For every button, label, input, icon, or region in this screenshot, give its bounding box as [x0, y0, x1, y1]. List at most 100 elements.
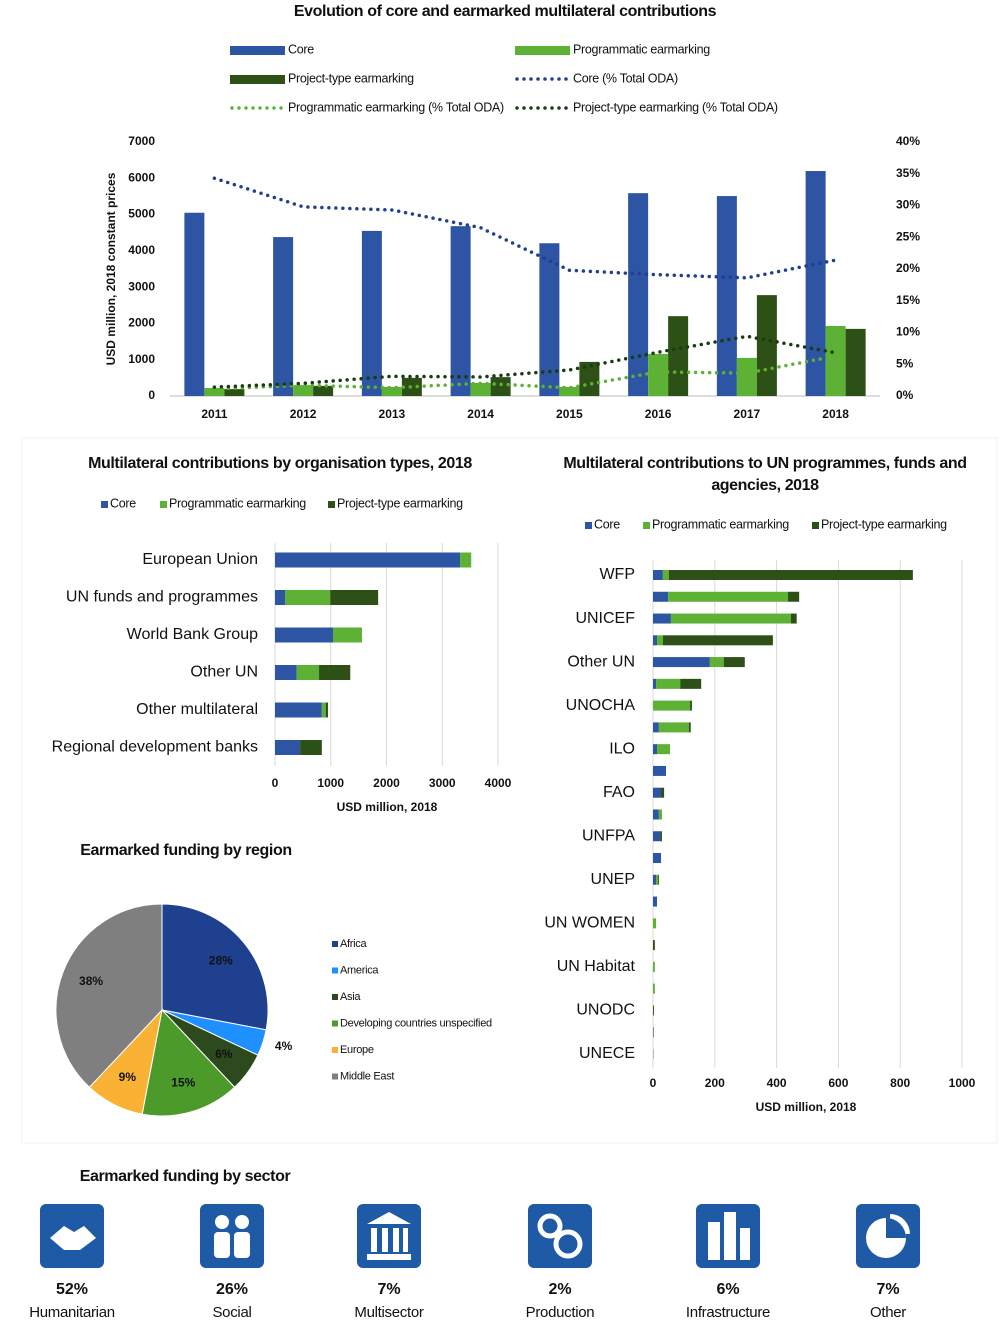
- stat-label: Other: [870, 1304, 906, 1321]
- sector-icons: [40, 1204, 920, 1268]
- x-tick-label: 600: [828, 1076, 848, 1090]
- bar-segment: [653, 961, 655, 972]
- bar-segment: [653, 744, 658, 755]
- bar-segment: [300, 740, 322, 755]
- legend-swatch: [643, 522, 650, 529]
- legend-swatch: [160, 501, 167, 508]
- legend-swatch: [101, 501, 108, 508]
- bar-segment: [709, 657, 724, 668]
- bar-segment: [332, 627, 362, 643]
- stat-value: 7%: [377, 1281, 400, 1298]
- stat-label: Social: [212, 1304, 251, 1321]
- category-label: Other multilateral: [136, 701, 258, 718]
- bar-segment: [668, 591, 789, 602]
- x-tick-label: 2014: [467, 407, 494, 421]
- slice-label: 6%: [215, 1047, 233, 1061]
- bar-segment: [670, 613, 791, 624]
- bar: [736, 357, 757, 396]
- bar-segment: [653, 940, 655, 951]
- bar-segment: [660, 831, 662, 842]
- bar-segment: [790, 613, 797, 624]
- legend-swatch: [812, 522, 819, 529]
- y-tick-label: 2000: [128, 316, 155, 330]
- bar-segment: [275, 590, 286, 605]
- bar: [184, 212, 205, 396]
- category-label: UN WOMEN: [544, 915, 635, 932]
- bar-segment: [657, 874, 659, 885]
- legend-label: Middle East: [340, 1070, 394, 1082]
- stat-label: Infrastructure: [686, 1304, 770, 1321]
- bar-segment: [653, 613, 671, 624]
- bar: [224, 389, 245, 396]
- line-series: [212, 176, 838, 280]
- x-tick-label: 3000: [429, 776, 456, 790]
- bar-segment: [658, 809, 662, 820]
- y-tick-label: 7000: [128, 134, 155, 148]
- slice-label: 38%: [79, 974, 103, 988]
- stat-value: 7%: [876, 1281, 899, 1298]
- category-label: UNOCHA: [566, 697, 636, 714]
- bar: [805, 171, 826, 396]
- stat-label: Humanitarian: [29, 1304, 115, 1321]
- icon-infrastructure: [696, 1204, 760, 1268]
- bar-segment: [653, 570, 663, 580]
- legend-label: Project-type earmarking: [821, 517, 947, 531]
- bar: [539, 243, 560, 396]
- bar-segment: [653, 787, 662, 798]
- x-axis-label: USD million, 2018: [337, 800, 438, 814]
- stat-label: Production: [526, 1304, 595, 1321]
- y2-tick-label: 35%: [896, 166, 920, 180]
- category-label: Regional development banks: [52, 739, 258, 756]
- slice-label: 28%: [209, 954, 233, 968]
- x-tick-label: 200: [705, 1076, 725, 1090]
- legend-label: Programmatic earmarking: [652, 517, 789, 531]
- legend-swatch: [230, 46, 285, 55]
- y-tick-label: 3000: [128, 279, 155, 293]
- chart-title: Multilateral contributions by organisati…: [88, 455, 472, 472]
- legend-label: Programmatic earmarking: [169, 496, 306, 510]
- legend-swatch: [332, 967, 338, 974]
- legend-label: America: [340, 964, 379, 976]
- x-tick-label: 2017: [734, 407, 761, 421]
- bar-segment: [657, 635, 663, 646]
- bar-segment: [668, 570, 913, 580]
- y-tick-label: 0: [148, 388, 155, 402]
- bar-segment: [657, 744, 670, 755]
- bar: [361, 230, 382, 396]
- x-tick-label: 2013: [379, 407, 406, 421]
- icon-social: [200, 1204, 264, 1268]
- bar-segment: [653, 809, 659, 820]
- x-tick-label: 2011: [201, 407, 227, 421]
- x-tick-label: 800: [890, 1076, 910, 1090]
- x-tick-label: 4000: [485, 776, 512, 790]
- bar-segment: [275, 552, 461, 568]
- bar-segment: [330, 590, 379, 605]
- bar: [628, 193, 649, 396]
- category-label: World Bank Group: [127, 626, 258, 643]
- category-label: UNODC: [576, 1002, 635, 1019]
- category-label: UN funds and programmes: [66, 589, 258, 606]
- y2-tick-label: 20%: [896, 261, 920, 275]
- bar-segment: [653, 896, 658, 907]
- legend-swatch: [515, 46, 570, 55]
- bar: [668, 316, 689, 396]
- bar: [204, 388, 225, 396]
- legend-label: Project-type earmarking: [337, 496, 463, 510]
- bar: [470, 382, 491, 396]
- y-axis-label: USD million, 2018 constant prices: [104, 172, 118, 365]
- legend-label: Europe: [340, 1044, 374, 1056]
- slice-label: 4%: [275, 1039, 293, 1053]
- x-tick-label: 1000: [317, 776, 344, 790]
- category-label: UNEP: [591, 871, 635, 888]
- x-tick-label: 2016: [645, 407, 672, 421]
- x-tick-label: 2018: [822, 407, 849, 421]
- bar-segment: [656, 874, 658, 885]
- bar: [579, 361, 600, 396]
- x-tick-label: 2000: [373, 776, 400, 790]
- bar-segment: [661, 787, 665, 798]
- bar: [490, 377, 511, 396]
- icon-humanitarian: [40, 1204, 104, 1268]
- y2-tick-label: 5%: [896, 356, 914, 370]
- x-tick-label: 0: [272, 776, 279, 790]
- bar-segment: [653, 591, 669, 602]
